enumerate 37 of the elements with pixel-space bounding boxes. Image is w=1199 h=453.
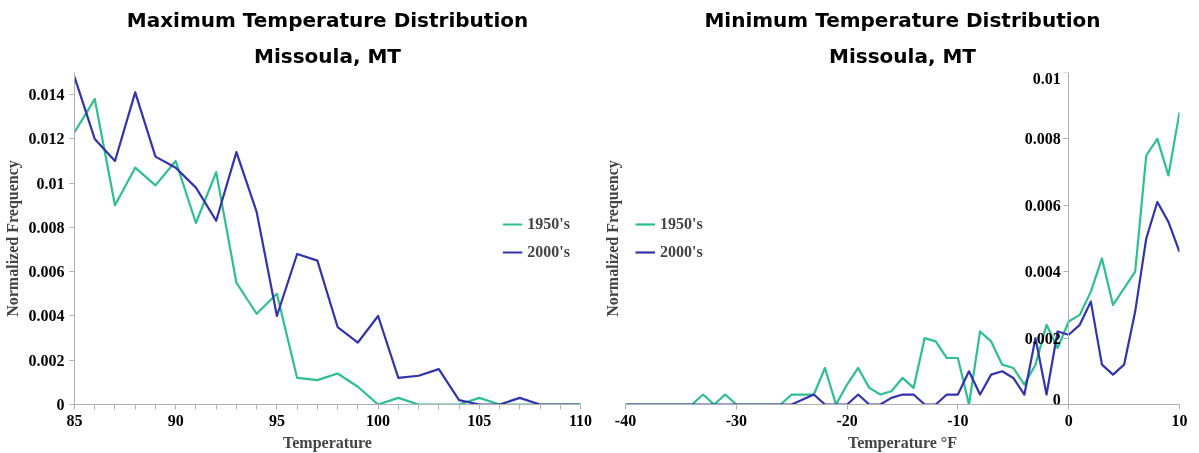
legend-label: 1950's xyxy=(660,215,703,233)
y-tick-label: 0.006 xyxy=(1024,196,1061,214)
y-tick-label: 0.014 xyxy=(28,86,65,104)
x-tick-label: 85 xyxy=(66,411,83,429)
x-tick-label: -30 xyxy=(725,411,747,429)
y-tick-label: 0.006 xyxy=(28,263,65,281)
x-tick-label: -40 xyxy=(614,411,637,429)
legend-label: 2000's xyxy=(527,243,570,261)
x-tick-label: 0 xyxy=(1064,411,1073,429)
legend-label: 2000's xyxy=(660,243,703,261)
x-tick-label: 90 xyxy=(167,411,184,429)
x-axis-title: Temperature xyxy=(283,433,372,452)
x-tick-label: -10 xyxy=(947,411,969,429)
x-tick-label: 110 xyxy=(568,411,593,429)
x-tick-label: -20 xyxy=(836,411,858,429)
y-tick-label: 0.008 xyxy=(1024,130,1061,148)
x-axis-title: Temperature °F xyxy=(847,433,958,452)
y-axis-title: Normalized Frequency xyxy=(603,160,622,317)
y-tick-label: 0.002 xyxy=(28,351,65,369)
y-tick-label: 0 xyxy=(56,396,65,413)
chart-title: Minimum Temperature Distribution xyxy=(704,7,1101,32)
x-tick-label: 95 xyxy=(268,411,285,429)
x-tick-label: 100 xyxy=(366,411,391,429)
y-tick-label: 0.004 xyxy=(1024,263,1061,281)
y-axis-title: Normalized Frequency xyxy=(3,160,22,317)
y-tick-label: 0.012 xyxy=(28,130,65,148)
x-tick-label: 10 xyxy=(1171,411,1188,429)
y-tick-label: 0.01 xyxy=(36,174,65,192)
legend-label: 1950's xyxy=(527,215,570,233)
y-tick-label: 0.004 xyxy=(28,307,65,325)
chart-subtitle: Missoula, MT xyxy=(254,43,402,68)
y-tick-label: 0.008 xyxy=(28,218,65,236)
chart-title: Maximum Temperature Distribution xyxy=(126,7,529,32)
x-tick-label: 105 xyxy=(467,411,492,429)
y-tick-label: 0 xyxy=(1052,390,1061,408)
y-tick-label: 0.01 xyxy=(1032,69,1061,87)
chart-subtitle: Missoula, MT xyxy=(829,43,977,68)
